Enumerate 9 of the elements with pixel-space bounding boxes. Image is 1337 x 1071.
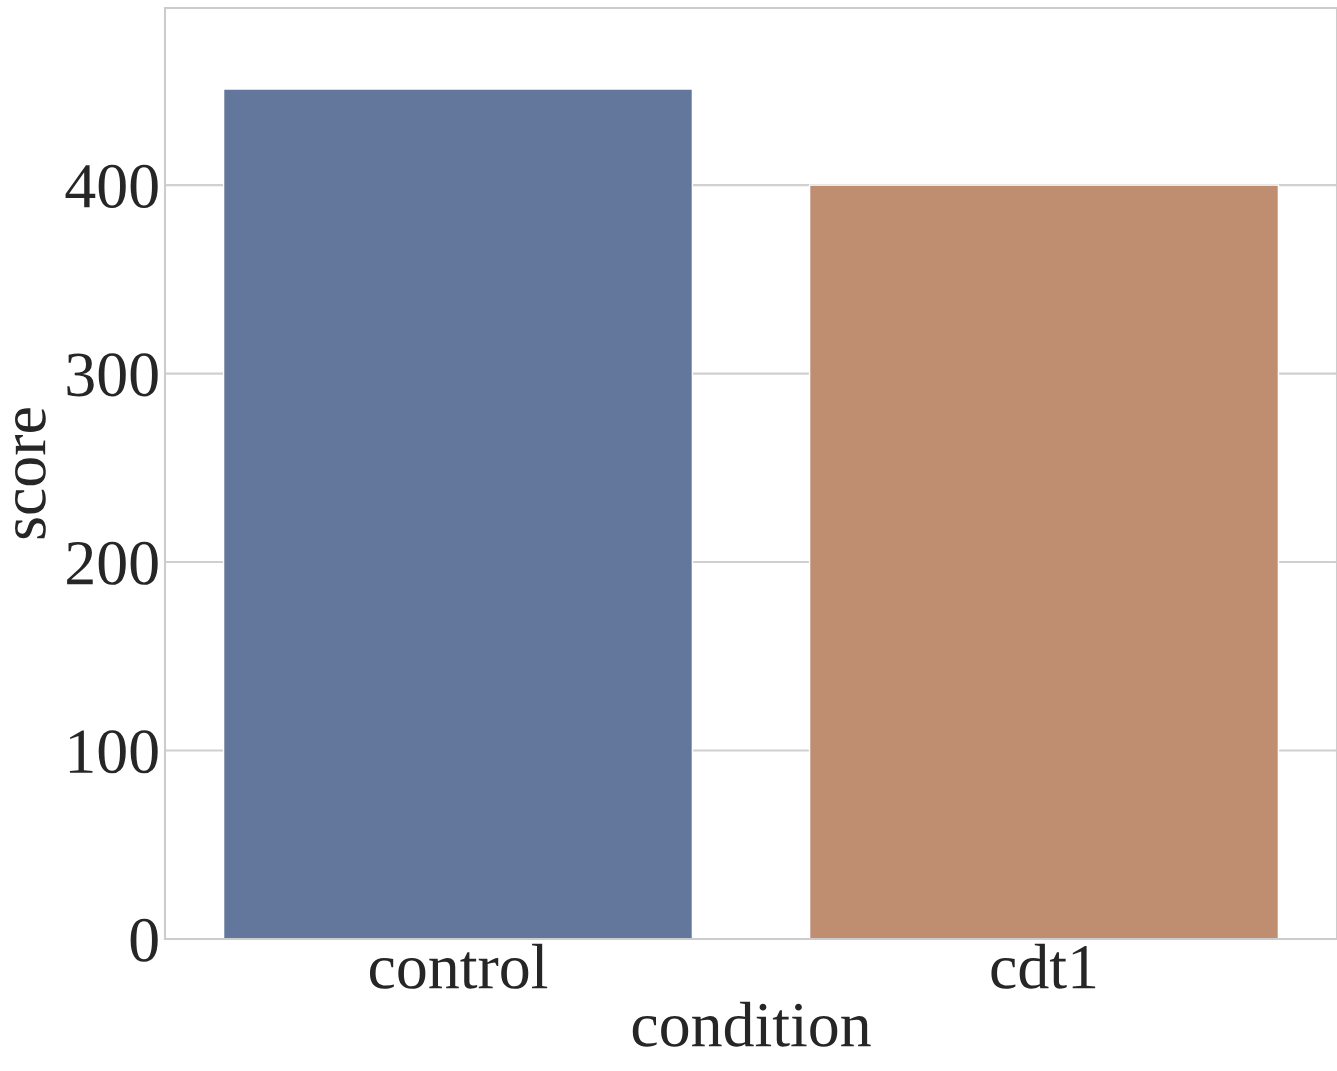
- y-tick-label: 100: [69, 730, 158, 774]
- y-tick-label: 0: [130, 918, 158, 962]
- y-axis-title: score: [15, 408, 46, 539]
- y-tick-label: 300: [67, 353, 158, 397]
- x-tick-label: cdt1: [991, 943, 1096, 989]
- y-tick-label: 200: [67, 541, 158, 585]
- x-axis-title: condition: [632, 1001, 871, 1047]
- y-tick-label: 400: [65, 164, 158, 208]
- x-tick-label: control: [369, 943, 548, 989]
